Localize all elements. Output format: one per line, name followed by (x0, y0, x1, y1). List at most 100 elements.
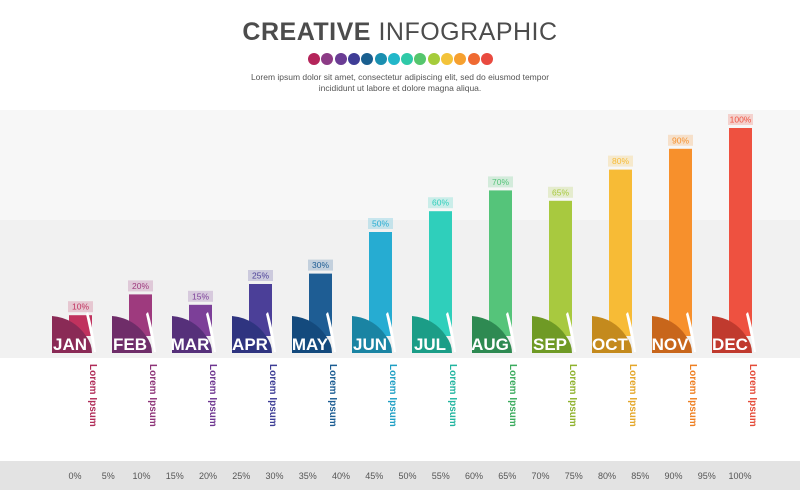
tab-curl (626, 312, 636, 352)
tab-curl (566, 312, 576, 352)
data-label-bg (128, 280, 153, 292)
color-dot (321, 53, 334, 65)
color-dot (347, 53, 360, 65)
data-label: 50% (372, 219, 389, 229)
bar (369, 232, 392, 336)
month-tab (352, 316, 392, 353)
data-label-bg (248, 270, 273, 281)
item-label: Lorem Ipsum (687, 364, 698, 427)
axis-tick-label: 10% (132, 471, 150, 481)
month-tab (592, 316, 632, 353)
month-label: JUN (353, 335, 387, 354)
color-dot (427, 53, 440, 65)
color-dot (441, 53, 453, 65)
month-tab (712, 316, 752, 353)
color-dot (401, 53, 414, 65)
description-line-2: incididunt ut labore et dolore magna ali… (318, 83, 482, 93)
month-tab (172, 316, 212, 353)
data-label: 70% (492, 177, 509, 187)
data-label-bg (68, 301, 93, 313)
data-label-bg (368, 218, 393, 229)
data-label-bg (728, 114, 753, 125)
month-tab (412, 316, 452, 353)
axis-tick-label: 90% (664, 471, 682, 481)
month-tab (532, 316, 572, 353)
item-label: Lorem Ipsum (87, 364, 98, 427)
item-label: Lorem Ipsum (327, 364, 338, 427)
item-label: Lorem Ipsum (627, 364, 638, 427)
title-bold: CREATIVE (242, 18, 371, 46)
data-label-bg (308, 259, 333, 271)
axis-tick-label: 50% (398, 471, 416, 481)
data-label: 60% (432, 198, 449, 208)
axis-tick-label: 95% (698, 471, 716, 481)
tab-curl (326, 312, 336, 352)
data-label: 65% (552, 187, 569, 197)
axis-tick-label: 80% (598, 471, 616, 481)
bar (549, 200, 572, 336)
data-label: 80% (612, 156, 629, 166)
month-tab (292, 316, 332, 353)
bar (489, 190, 512, 336)
color-dot (414, 53, 427, 65)
data-label-bg (548, 186, 573, 198)
axis-tick-label: 0% (68, 471, 81, 481)
bar (249, 284, 272, 336)
item-label: Lorem Ipsum (747, 364, 758, 427)
title-light: INFOGRAPHIC (378, 18, 558, 46)
color-dot (334, 53, 347, 65)
axis-tick-label: 75% (565, 471, 583, 481)
tab-curl (746, 312, 756, 352)
axis-tick-label: 20% (199, 471, 217, 481)
data-label-bg (608, 155, 633, 167)
data-label: 90% (672, 135, 689, 145)
item-label: Lorem Ipsum (567, 364, 578, 427)
color-dot (467, 53, 480, 65)
axis-tick-label: 45% (365, 471, 383, 481)
data-label-bg (428, 197, 453, 209)
tab-curl (506, 312, 516, 352)
axis-tick-label: 40% (332, 471, 350, 481)
axis-tick-label: 55% (432, 471, 450, 481)
tab-curl (446, 312, 456, 352)
bar (729, 128, 752, 336)
data-label: 100% (730, 115, 752, 125)
month-label: OCT (592, 335, 629, 354)
month-tab (472, 316, 512, 353)
month-label: AUG (471, 335, 509, 354)
month-tab (52, 316, 92, 353)
axis-tick-label: 100% (728, 471, 751, 481)
axis-tick-label: 35% (299, 471, 317, 481)
page-title: CREATIVE INFOGRAPHIC (0, 18, 800, 47)
month-tab (232, 316, 272, 353)
month-label: SEP (533, 335, 567, 354)
axis-tick-label: 25% (232, 471, 250, 481)
month-label: NOV (652, 335, 690, 354)
tab-curl (386, 312, 396, 352)
tab-curl (266, 312, 276, 352)
item-label: Lorem Ipsum (507, 364, 518, 427)
month-label: DEC (712, 335, 748, 354)
tab-curl (146, 312, 156, 352)
axis-tick-label: 70% (531, 471, 549, 481)
month-label: FEB (113, 335, 147, 354)
axis-tick-label: 15% (166, 471, 184, 481)
tab-curl (206, 312, 216, 352)
item-label: Lorem Ipsum (387, 364, 398, 427)
bar (309, 273, 332, 336)
item-label: Lorem Ipsum (147, 364, 158, 427)
description-line-1: Lorem ipsum dolor sit amet, consectetur … (250, 72, 550, 82)
color-dot (454, 53, 467, 65)
bar (429, 211, 452, 336)
month-label: APR (232, 335, 268, 354)
tab-curl (86, 312, 96, 352)
axis-tick-label: 65% (498, 471, 516, 481)
axis-tick-label: 60% (465, 471, 483, 481)
bar (669, 148, 692, 336)
data-label-bg (668, 134, 693, 146)
description: Lorem ipsum dolor sit amet, consectetur … (200, 72, 600, 94)
data-label: 30% (312, 260, 329, 270)
month-tab (112, 316, 152, 353)
axis-tick-label: 85% (631, 471, 649, 481)
data-label: 25% (252, 271, 269, 281)
